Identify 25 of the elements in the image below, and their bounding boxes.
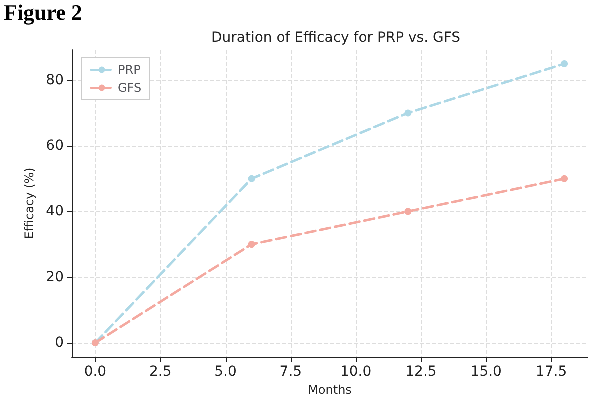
x-tick-label: 12.5 [406,364,437,380]
y-axis-title: Efficacy (%) [22,168,36,240]
x-axis-title: Months [308,382,352,397]
point [561,60,568,68]
x-tick-label: 0.0 [84,364,107,380]
legend-label: GFS [118,81,142,95]
legend-label: PRP [118,63,141,77]
y-tick-label: 60 [46,138,64,154]
y-tick-label: 40 [46,204,64,220]
y-tick-label: 80 [46,72,64,88]
y-tick-label: 20 [46,269,64,286]
x-tick-label: 10.0 [340,364,372,380]
point [248,241,256,248]
x-tick-label: 2.5 [149,364,172,380]
x-tick-label: 7.5 [280,364,302,380]
x-tick-label: 15.0 [470,364,502,380]
point [248,175,256,182]
caption: Figure 2 [4,0,82,26]
point [561,175,568,182]
y-tick-label: 0 [55,335,64,352]
chart-title: Duration of Efficacy for PRP vs. GFS [211,30,461,46]
x-tick-label: 17.5 [536,364,568,380]
point [404,110,412,117]
x-tick-label: 5.0 [214,364,237,380]
point [404,208,412,216]
